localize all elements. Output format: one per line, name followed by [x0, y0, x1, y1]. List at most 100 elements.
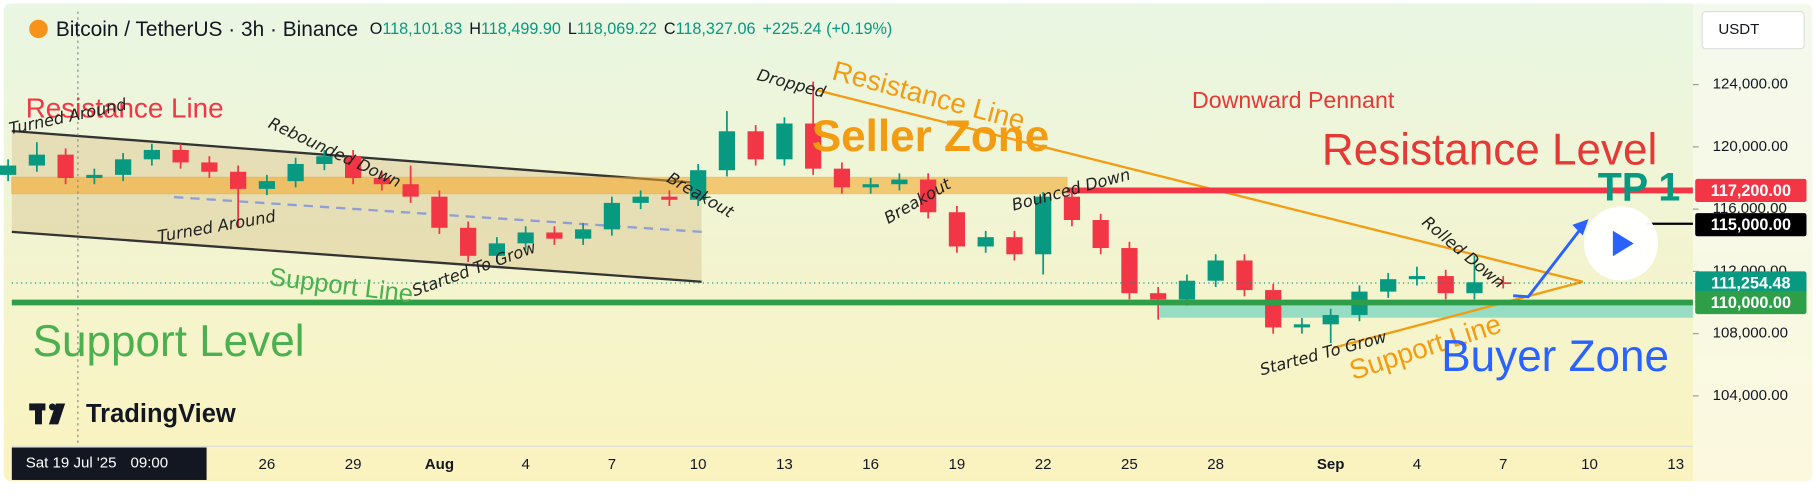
candle-body — [1006, 237, 1023, 255]
candle-body — [1092, 220, 1109, 249]
candle-body — [546, 232, 563, 239]
price-label-box — [1695, 178, 1807, 203]
annotation: Resistance Line — [26, 92, 224, 123]
crosshair-text: Sat 19 Jul '25 09:00 — [26, 455, 168, 472]
candle-body — [1121, 248, 1138, 294]
x-tick-label: 10 — [690, 456, 707, 473]
x-tick-label: 10 — [1581, 456, 1598, 473]
candle-body — [1495, 282, 1512, 285]
candle-body — [230, 171, 247, 189]
candle-body — [28, 154, 45, 166]
candle-body — [1236, 260, 1253, 291]
candle-body — [776, 123, 793, 160]
x-tick-label: 26 — [258, 456, 275, 473]
annotation: Seller Zone — [812, 112, 1049, 161]
x-tick-label: 19 — [949, 456, 966, 473]
x-tick-label: 7 — [1499, 456, 1507, 473]
channel-bottom — [11, 230, 702, 283]
candle-body — [862, 184, 879, 188]
crosshair-date: Sat 19 Jul '25 — [26, 455, 117, 472]
ohlc-label: O — [370, 20, 383, 38]
candle-body — [258, 181, 275, 189]
candle-body — [805, 123, 822, 169]
y-tick-label: 104,000.00 — [1713, 387, 1788, 404]
ohlc-label: L — [568, 20, 577, 38]
coin-icon — [29, 19, 48, 39]
annotation: Buyer Zone — [1441, 332, 1669, 381]
ohlc-value: 118,327.06 — [676, 20, 756, 38]
pennant-bottom — [1333, 280, 1584, 349]
play-icon — [1612, 230, 1634, 257]
price-axis — [1692, 3, 1813, 482]
candle-body — [460, 227, 477, 256]
x-tick-label: 29 — [345, 456, 362, 473]
currency: USDT — [1718, 21, 1759, 38]
candle-body — [1063, 196, 1081, 221]
candle-body — [977, 237, 994, 247]
x-tick-label: 13 — [1667, 456, 1684, 473]
crosshair-time: 09:00 — [130, 455, 168, 472]
candle-body — [632, 196, 649, 203]
y-tick-label: 116,000.00 — [1713, 200, 1787, 217]
x-tick-label: 28 — [1207, 456, 1224, 473]
ohlc-value: 118,069.22 — [577, 20, 657, 38]
candle-body — [517, 232, 534, 244]
candle-body — [891, 179, 908, 185]
x-tick-label: 13 — [776, 456, 793, 473]
price-label-box — [1695, 213, 1807, 237]
change: +225.24 (+0.19%) — [762, 20, 892, 38]
symbol: Bitcoin / TetherUS · 3h · Binance — [56, 18, 358, 41]
candle-body — [402, 184, 419, 197]
candle-body — [575, 229, 592, 239]
candle-body — [1293, 324, 1311, 328]
ohlc-value: 118,499.90 — [481, 20, 561, 38]
resistance-zone — [11, 176, 1068, 195]
ohlc-value: 118,101.83 — [382, 20, 462, 38]
candle-body — [1380, 279, 1397, 292]
candle-body — [1437, 276, 1454, 294]
y-tick-label: 124,000.00 — [1713, 76, 1788, 93]
candle-body — [1207, 260, 1224, 281]
candle-body — [1150, 293, 1167, 300]
candle-body — [86, 174, 103, 178]
annotation: Downward Pennant — [1192, 87, 1395, 113]
y-tick-label: 108,000.00 — [1713, 325, 1788, 342]
candle-body — [172, 149, 189, 163]
candle-body — [201, 162, 218, 172]
candle-body — [718, 131, 736, 171]
candles — [0, 81, 1512, 343]
candle-body — [833, 168, 851, 188]
candle-body — [920, 179, 937, 213]
candle-body — [0, 165, 17, 175]
currency-box[interactable] — [1701, 11, 1805, 50]
annotation: Support Level — [33, 317, 305, 366]
x-tick-label: 22 — [1035, 456, 1052, 473]
price-label-box — [1695, 271, 1807, 295]
x-tick-label: 7 — [608, 456, 616, 473]
x-tick-label: Aug — [425, 456, 454, 473]
drawings — [11, 11, 1693, 447]
pennant-top — [817, 89, 1584, 283]
crosshair-label — [11, 447, 207, 480]
candle-body — [1178, 280, 1196, 300]
x-tick-label: 25 — [1121, 456, 1138, 473]
candle-body — [747, 131, 764, 160]
x-tick-label: 4 — [1413, 456, 1421, 473]
price-label-box — [1695, 290, 1807, 315]
buyer-zone-box — [1159, 303, 1693, 318]
price-label: 111,254.48 — [1711, 274, 1790, 292]
x-tick-label: 16 — [862, 456, 879, 473]
annotation: Resistance Level — [1322, 126, 1657, 175]
candle-body — [57, 154, 74, 178]
panel — [3, 3, 1813, 482]
candle-body — [316, 156, 333, 164]
arrow-head — [1572, 219, 1589, 236]
branding: TradingView — [86, 400, 236, 428]
candle-body — [345, 156, 362, 178]
candle-body — [948, 212, 966, 247]
candle-body — [488, 243, 506, 256]
x-tick-label: Sep — [1317, 456, 1345, 473]
candle-body — [1408, 276, 1426, 280]
price-label: 117,200.00 — [1711, 182, 1791, 200]
